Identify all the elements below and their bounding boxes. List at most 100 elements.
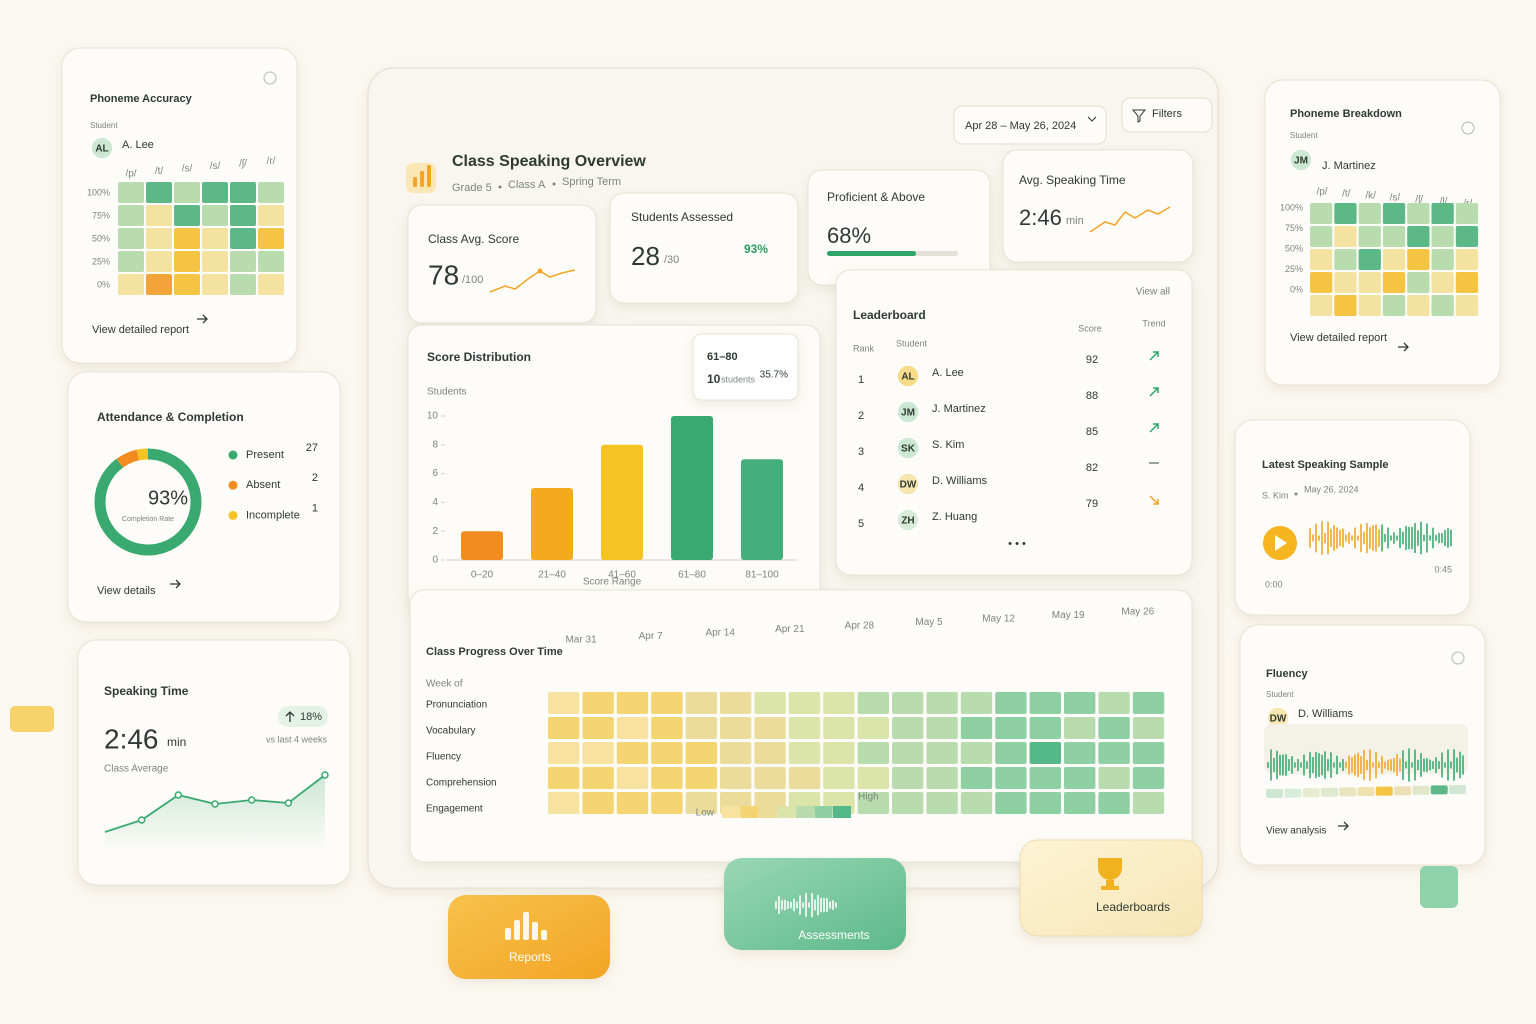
phoneme-label: /l/ <box>1440 197 1448 208</box>
heat-cell <box>1455 203 1479 224</box>
chevron-icon <box>1087 116 1097 122</box>
heat-cell <box>685 692 717 714</box>
avatar <box>896 436 920 460</box>
heat-cell <box>1310 249 1333 270</box>
week-label: Mar 31 <box>565 635 597 646</box>
info-icon[interactable] <box>263 71 277 85</box>
heat-cell <box>995 767 1027 789</box>
filters-button[interactable] <box>1121 97 1213 133</box>
heat-cell <box>754 767 786 789</box>
heat-cell <box>1132 792 1165 814</box>
legend-label: Present <box>246 449 284 461</box>
kpi-unit: /30 <box>664 254 679 266</box>
kpi-value: 2:46 <box>1019 205 1062 230</box>
x-tick-label: 21–40 <box>538 570 566 581</box>
heat-cell <box>720 717 752 739</box>
heat-cell <box>1407 295 1430 316</box>
heat-cell <box>174 182 200 203</box>
heat-cell <box>118 205 144 226</box>
heat-cell <box>995 792 1027 814</box>
heat-cell <box>258 274 284 295</box>
heat-cell <box>1358 203 1381 224</box>
legend-swatch <box>777 806 796 818</box>
link[interactable]: View all <box>1136 287 1170 298</box>
heat-cell <box>1310 272 1333 293</box>
legend-label: Incomplete <box>246 509 300 521</box>
avatar-initials: JM <box>1294 156 1308 167</box>
field-label: Student <box>1290 131 1318 140</box>
tile-label[interactable]: Leaderboards <box>1096 900 1170 914</box>
week-label: Apr 7 <box>639 631 663 642</box>
heat-cell <box>202 182 228 203</box>
segment <box>1375 786 1393 796</box>
heat-cell <box>1310 295 1333 316</box>
y-tick-label: 4 <box>432 497 438 508</box>
heat-cell <box>1064 717 1096 739</box>
kpi-label: Students Assessed <box>631 210 733 224</box>
heat-cell <box>1382 272 1406 293</box>
heat-cell <box>230 228 256 249</box>
app-icon-bar <box>420 171 424 187</box>
heat-cell <box>926 767 958 789</box>
info-icon[interactable] <box>1451 651 1465 665</box>
y-label: 50% <box>1285 243 1303 253</box>
student-name: S. Kim <box>932 439 964 451</box>
line-point <box>211 800 219 808</box>
line-area <box>105 775 325 852</box>
link[interactable]: View detailed report <box>92 324 189 336</box>
heat-cell <box>1098 792 1130 814</box>
heat-cell <box>1334 295 1357 316</box>
date-range-dropdown[interactable] <box>953 105 1107 145</box>
link[interactable]: View analysis <box>1266 826 1326 837</box>
sublabel: Class Average <box>104 764 169 775</box>
panel-title: Class Speaking Overview <box>452 153 646 170</box>
heat-cell <box>1334 226 1357 247</box>
segment <box>1449 785 1466 794</box>
separator-dot <box>1294 492 1298 496</box>
week-label: May 26 <box>1121 607 1154 618</box>
change-label: vs last 4 weeks <box>266 734 328 744</box>
tile-label[interactable]: Assessments <box>798 928 869 942</box>
heat-cell <box>960 692 993 714</box>
heat-cell <box>892 767 924 789</box>
date-range: Apr 28 – May 26, 2024 <box>965 120 1076 132</box>
heat-cell <box>616 767 649 789</box>
heat-cell <box>754 717 786 739</box>
y-tick-label: 8 <box>432 439 438 450</box>
phoneme-label: /ʃ/ <box>1415 195 1423 206</box>
y-label: 0% <box>97 279 110 289</box>
decor-cube <box>10 706 54 732</box>
heat-cell <box>1455 295 1479 316</box>
column-header: Student <box>896 338 928 348</box>
score: 79 <box>1086 498 1098 510</box>
student-name: D. Williams <box>1298 708 1353 720</box>
link[interactable]: View detailed report <box>1290 332 1387 344</box>
trend-up-icon <box>1149 423 1159 433</box>
sparkline <box>1089 206 1171 233</box>
heat-cell <box>258 182 284 203</box>
week-label: May 19 <box>1052 610 1085 621</box>
heat-cell <box>1029 692 1061 714</box>
info-icon[interactable] <box>1461 121 1475 135</box>
more: • • • <box>1008 538 1026 550</box>
heat-cell <box>1334 203 1357 224</box>
tile-label[interactable]: Reports <box>509 950 551 964</box>
legend-swatch <box>722 806 740 818</box>
column-header: Score <box>1078 323 1102 333</box>
heat-cell <box>651 742 683 764</box>
heat-cell <box>616 692 649 714</box>
rank: 4 <box>858 482 864 494</box>
phoneme-label: /k/ <box>1365 191 1376 202</box>
heat-cell <box>1382 249 1406 270</box>
heat-cell <box>118 182 144 203</box>
x-tick-label: 41–60 <box>608 570 636 581</box>
column-header: Rank <box>853 343 875 353</box>
student-name: A. Lee <box>932 367 964 379</box>
legend-swatch <box>814 806 833 818</box>
kpi-label: Proficient & Above <box>827 190 925 204</box>
avatar <box>896 400 920 424</box>
heat-cell <box>230 251 256 272</box>
link[interactable]: View details <box>97 585 156 597</box>
phoneme-label: /s/ <box>210 161 221 172</box>
week-label: Apr 28 <box>845 621 875 632</box>
